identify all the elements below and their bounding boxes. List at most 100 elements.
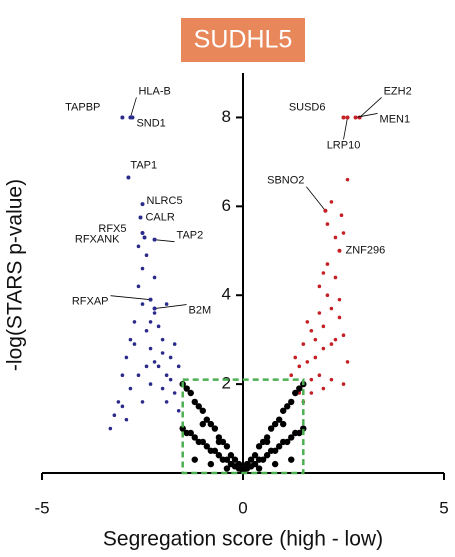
point [333, 235, 338, 240]
point [199, 420, 206, 428]
point [140, 266, 145, 271]
point [203, 416, 211, 423]
point [271, 460, 279, 468]
annotation-label: MEN1 [380, 113, 411, 125]
point [211, 425, 219, 432]
point [172, 391, 177, 395]
leader-line [343, 117, 348, 140]
point [309, 328, 314, 333]
point [164, 373, 169, 378]
point [187, 389, 194, 397]
point [297, 364, 302, 369]
x-tick-label: -5 [34, 498, 49, 517]
leader-line [355, 113, 378, 118]
y-axis-label: -log(STARS p-value) [4, 179, 27, 371]
point [263, 438, 271, 446]
annotated-point [341, 115, 346, 120]
point [263, 452, 271, 459]
leader-line [110, 295, 151, 301]
point [179, 425, 186, 432]
point [275, 416, 283, 423]
point [292, 389, 299, 397]
point [207, 460, 215, 468]
point [211, 447, 219, 454]
point [271, 420, 279, 428]
point [333, 275, 338, 280]
point [223, 456, 231, 463]
point [345, 177, 350, 182]
point [164, 302, 169, 306]
point [168, 377, 173, 382]
annotation-label: SUSD6 [289, 101, 326, 113]
point [284, 438, 291, 446]
point [317, 284, 322, 289]
point [112, 413, 117, 418]
point [176, 408, 181, 413]
point [305, 360, 310, 364]
point [275, 443, 283, 450]
annotation-label: SBNO2 [267, 175, 304, 187]
point [156, 364, 161, 369]
annotation-label: LRP10 [327, 139, 361, 151]
point [301, 342, 306, 346]
point [148, 320, 153, 324]
annotated-point [152, 306, 157, 311]
point [195, 403, 202, 410]
point [288, 434, 295, 441]
threshold-box [181, 378, 305, 475]
leader-line [154, 304, 187, 309]
point [288, 456, 295, 463]
point [176, 364, 181, 369]
annotation-label: TAPBP [65, 101, 100, 113]
annotation-label: NLRC5 [147, 195, 183, 207]
point [325, 262, 330, 266]
point [183, 385, 190, 392]
point [140, 400, 145, 404]
point [191, 398, 198, 406]
point [136, 284, 141, 289]
point [215, 434, 223, 441]
point [296, 385, 303, 392]
point [329, 306, 334, 311]
point [136, 373, 141, 378]
point [215, 452, 223, 459]
annotation-label: EZH2 [384, 85, 412, 97]
point [144, 328, 149, 333]
point [148, 346, 153, 351]
point [313, 355, 318, 360]
point [203, 443, 211, 450]
point [223, 465, 231, 472]
point [317, 373, 322, 378]
point [321, 346, 326, 351]
annotated-point [323, 208, 328, 213]
point [321, 271, 326, 275]
point [341, 382, 346, 386]
point [108, 426, 113, 431]
point [120, 404, 125, 409]
y-tick-label: 4 [222, 285, 231, 304]
point [152, 311, 157, 315]
annotation-label: TAP2 [177, 230, 204, 242]
point [280, 420, 287, 428]
annotated-point [140, 202, 145, 207]
annotated-point [140, 231, 145, 235]
point [124, 355, 129, 360]
point [339, 213, 344, 218]
point [160, 386, 165, 391]
point [337, 315, 342, 320]
point [255, 443, 263, 450]
point [305, 320, 310, 324]
point [199, 438, 206, 446]
annotation-label: ZNF296 [345, 245, 385, 257]
point [160, 351, 165, 355]
annotation-label: SND1 [136, 117, 165, 129]
point [309, 377, 314, 382]
point [144, 364, 149, 369]
point [337, 297, 342, 302]
point [341, 333, 346, 338]
annotation-label: RFXANK [75, 233, 120, 245]
point [280, 407, 287, 414]
point [227, 452, 235, 459]
point [333, 337, 338, 342]
